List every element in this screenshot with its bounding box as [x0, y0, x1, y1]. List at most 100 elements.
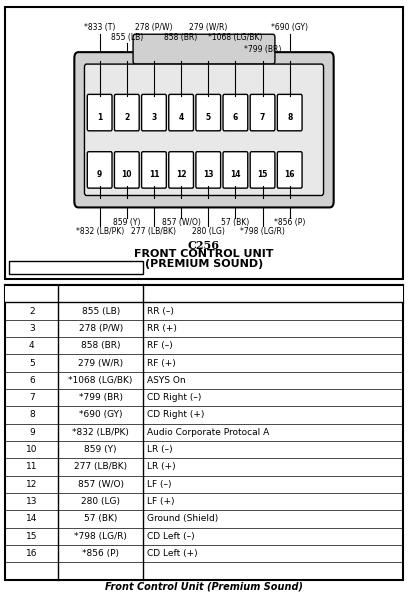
- Text: 14: 14: [230, 170, 241, 179]
- Text: PIN: PIN: [23, 289, 40, 298]
- FancyBboxPatch shape: [196, 94, 221, 131]
- Text: *833 (T): *833 (T): [84, 23, 115, 32]
- Text: LR (+): LR (+): [147, 463, 176, 472]
- Text: 57 (BK): 57 (BK): [221, 218, 250, 227]
- Text: CD Right (–): CD Right (–): [147, 393, 202, 402]
- Text: 5: 5: [29, 359, 35, 368]
- Text: 280 (LG): 280 (LG): [81, 497, 120, 506]
- Text: 12: 12: [176, 170, 186, 179]
- Text: ASYS On: ASYS On: [147, 376, 186, 385]
- Text: 857 (W/O): 857 (W/O): [162, 218, 201, 227]
- Text: LF (–): LF (–): [147, 480, 172, 489]
- Text: 16: 16: [284, 170, 295, 179]
- Text: LF (+): LF (+): [147, 497, 175, 506]
- Text: 5: 5: [206, 113, 211, 122]
- FancyBboxPatch shape: [250, 152, 275, 188]
- FancyBboxPatch shape: [169, 152, 193, 188]
- Text: CD Left (–): CD Left (–): [147, 532, 195, 541]
- Text: *799 (BR): *799 (BR): [244, 45, 281, 54]
- Text: 859 (Y): 859 (Y): [113, 218, 140, 227]
- Text: 1: 1: [29, 289, 35, 298]
- Text: LR (–): LR (–): [147, 445, 173, 454]
- FancyBboxPatch shape: [142, 94, 166, 131]
- Text: 9: 9: [97, 170, 102, 179]
- Text: 8: 8: [287, 113, 293, 122]
- Text: 857 (W/O): 857 (W/O): [78, 480, 124, 489]
- Text: 279 (W/R): 279 (W/R): [78, 359, 123, 368]
- Text: 8: 8: [29, 410, 35, 419]
- Text: 14: 14: [26, 514, 38, 523]
- FancyBboxPatch shape: [133, 34, 275, 64]
- Bar: [5, 285, 403, 302]
- Bar: [5, 285, 403, 580]
- Text: 13: 13: [203, 170, 213, 179]
- FancyBboxPatch shape: [142, 152, 166, 188]
- Text: 858 (BR): 858 (BR): [81, 341, 120, 350]
- Bar: [5, 7, 403, 279]
- Text: Front Control Unit (Premium Sound): Front Control Unit (Premium Sound): [105, 581, 303, 592]
- FancyBboxPatch shape: [74, 52, 334, 208]
- Text: CD Right (+): CD Right (+): [147, 410, 205, 419]
- Text: RR (–): RR (–): [147, 307, 174, 316]
- Text: *798 (LG/R): *798 (LG/R): [240, 227, 285, 236]
- Text: *1068 (LG/BK): *1068 (LG/BK): [208, 33, 263, 42]
- FancyBboxPatch shape: [223, 152, 248, 188]
- Text: 1: 1: [97, 113, 102, 122]
- Text: 15: 15: [26, 532, 38, 541]
- Text: *798 (LG/R): *798 (LG/R): [74, 532, 127, 541]
- Text: 4: 4: [29, 341, 35, 350]
- FancyBboxPatch shape: [277, 152, 302, 188]
- Text: 3: 3: [151, 113, 157, 122]
- Text: 2: 2: [29, 307, 35, 316]
- Text: 855 (LB): 855 (LB): [111, 33, 143, 42]
- Text: RF (+): RF (+): [147, 359, 176, 368]
- Text: *690 (GY): *690 (GY): [79, 410, 122, 419]
- Text: 7: 7: [29, 393, 35, 402]
- Text: 57 (BK): 57 (BK): [84, 514, 118, 523]
- Text: 6: 6: [233, 113, 238, 122]
- Text: *833 (T): *833 (T): [82, 289, 119, 298]
- Text: 279 (W/R): 279 (W/R): [189, 23, 227, 32]
- Text: RF (–): RF (–): [147, 341, 173, 350]
- Text: *832 (LB/PK): *832 (LB/PK): [72, 428, 129, 437]
- Text: 280 (LG): 280 (LG): [192, 227, 225, 236]
- FancyBboxPatch shape: [277, 94, 302, 131]
- Text: 7: 7: [260, 113, 265, 122]
- FancyBboxPatch shape: [9, 261, 143, 274]
- Text: 855 (LB): 855 (LB): [82, 307, 120, 316]
- FancyBboxPatch shape: [169, 94, 193, 131]
- Text: CIRCUIT FUNCTION: CIRCUIT FUNCTION: [225, 289, 321, 298]
- Text: *856 (P): *856 (P): [274, 218, 306, 227]
- Text: C256: C256: [188, 240, 220, 251]
- Text: 859 (Y): 859 (Y): [84, 445, 117, 454]
- Text: 13: 13: [26, 497, 38, 506]
- FancyBboxPatch shape: [87, 94, 112, 131]
- Text: 2: 2: [124, 113, 129, 122]
- FancyBboxPatch shape: [115, 94, 139, 131]
- Text: Audio Corporate Protocal A: Audio Corporate Protocal A: [147, 428, 270, 437]
- Text: *856 (P): *856 (P): [82, 549, 119, 558]
- Text: 10: 10: [122, 170, 132, 179]
- FancyBboxPatch shape: [115, 152, 139, 188]
- Text: RR (+): RR (+): [147, 324, 177, 333]
- FancyBboxPatch shape: [84, 64, 324, 196]
- Text: 12: 12: [26, 480, 38, 489]
- FancyBboxPatch shape: [250, 94, 275, 131]
- Text: *690 (GY): *690 (GY): [271, 23, 308, 32]
- Text: Audio Corporate Protocal B: Audio Corporate Protocal B: [147, 289, 270, 298]
- Text: 15: 15: [257, 170, 268, 179]
- FancyBboxPatch shape: [196, 152, 221, 188]
- Text: CIRCUIT: CIRCUIT: [80, 289, 121, 298]
- FancyBboxPatch shape: [223, 94, 248, 131]
- Text: 278 (P/W): 278 (P/W): [135, 23, 173, 32]
- Text: 278 (P/W): 278 (P/W): [79, 324, 123, 333]
- Text: 16: 16: [26, 549, 38, 558]
- Text: 10: 10: [26, 445, 38, 454]
- Text: FRONT CONTROL UNIT: FRONT CONTROL UNIT: [134, 249, 274, 259]
- Text: (PREMIUM SOUND): (PREMIUM SOUND): [145, 259, 263, 269]
- Text: *799 (BR): *799 (BR): [79, 393, 123, 402]
- Text: 277 (LB/BK): 277 (LB/BK): [74, 463, 127, 472]
- Text: Ground (Shield): Ground (Shield): [147, 514, 219, 523]
- Text: 277 (LB/BK): 277 (LB/BK): [131, 227, 176, 236]
- Text: 6: 6: [29, 376, 35, 385]
